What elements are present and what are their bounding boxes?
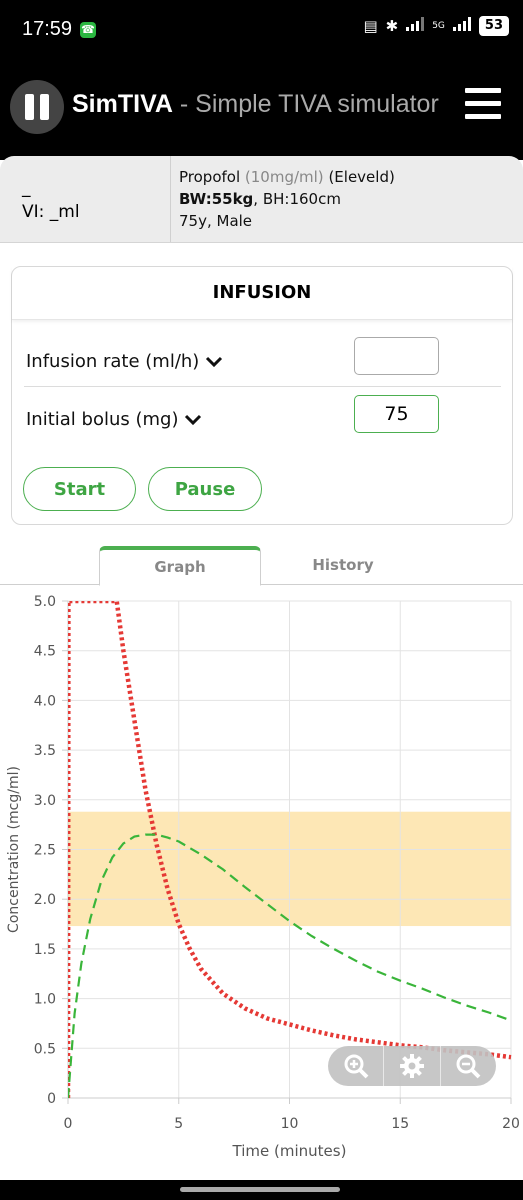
tab-graph[interactable]: Graph	[99, 546, 261, 586]
view-tabs: Graph History	[0, 546, 523, 586]
x-tick-label: 20	[502, 1116, 520, 1132]
x-tick-label: 10	[281, 1116, 299, 1132]
infusion-rate-dropdown[interactable]: Infusion rate (ml/h)	[26, 351, 223, 372]
app-title: SimTIVA - Simple TIVA simulator	[72, 90, 439, 119]
drug-name: Propofol	[179, 168, 241, 186]
body-height: , BH:160cm	[253, 190, 341, 208]
y-tick-label: 4.0	[34, 693, 56, 709]
battery-icon: 53	[478, 16, 509, 36]
y-tick-label: 0	[47, 1091, 56, 1107]
initial-bolus-input[interactable]	[354, 395, 439, 433]
y-axis-label: Concentration (mcg/ml)	[6, 766, 22, 933]
start-button[interactable]: Start	[23, 467, 136, 511]
divider	[24, 386, 501, 387]
bluetooth-icon: ✱	[385, 17, 399, 35]
whatsapp-notification-icon: ☎	[80, 22, 96, 38]
y-tick-label: 3.0	[34, 793, 56, 809]
pause-simulation-button[interactable]	[10, 80, 64, 134]
y-tick-label: 2.0	[34, 892, 56, 908]
y-tick-label: 2.5	[34, 843, 56, 859]
volume-infused: VI: _ml	[22, 202, 80, 222]
hamburger-menu-icon[interactable]	[465, 88, 501, 120]
patient-info-bar: _ VI: _ml Propofol (10mg/ml) (Eleveld) B…	[0, 156, 523, 243]
demographics: 75y, Male	[179, 212, 253, 230]
pause-icon	[25, 94, 34, 120]
y-tick-label: 4.5	[34, 644, 56, 660]
signal-icon-2	[452, 17, 471, 35]
status-bar: 17:59 ☎ ▤ ✱ 5G 53	[0, 0, 523, 60]
infusion-rate-row: Infusion rate (ml/h)	[24, 337, 500, 393]
chart-controls	[328, 1046, 496, 1086]
y-tick-label: 1.0	[34, 992, 56, 1008]
effect-site-concentration-line	[68, 833, 512, 1099]
x-tick-label: 15	[391, 1116, 409, 1132]
volume-panel: _ VI: _ml	[0, 156, 171, 242]
infusion-card: INFUSION Infusion rate (ml/h) Initial bo…	[11, 266, 513, 525]
chevron-down-icon	[185, 414, 202, 426]
zoom-out-icon	[456, 1054, 481, 1079]
home-gesture-handle[interactable]	[180, 1187, 340, 1192]
tab-history[interactable]: History	[312, 556, 374, 574]
y-tick-label: 0.5	[34, 1041, 56, 1057]
system-navigation-bar	[0, 1180, 523, 1200]
drug-patient-info: Propofol (10mg/ml) (Eleveld) BW:55kg, BH…	[179, 166, 395, 232]
initial-bolus-row: Initial bolus (mg)	[24, 395, 500, 451]
x-tick-label: 5	[174, 1116, 183, 1132]
zoom-in-icon	[344, 1054, 369, 1079]
app-title-subtitle: - Simple TIVA simulator	[172, 90, 439, 118]
y-tick-label: 3.5	[34, 743, 56, 759]
chart-settings-button[interactable]	[384, 1046, 441, 1086]
pause-button[interactable]: Pause	[148, 467, 262, 511]
infusion-title: INFUSION	[12, 267, 512, 320]
infusion-rate-label: Infusion rate (ml/h)	[26, 351, 200, 372]
vibrate-icon: ▤	[363, 17, 378, 35]
y-tick-label: 5.0	[34, 594, 56, 610]
pk-model: (Eleveld)	[328, 168, 395, 186]
body-weight: BW:55kg	[179, 190, 254, 208]
status-time: 17:59	[22, 18, 73, 40]
drug-concentration: (10mg/ml)	[244, 168, 324, 186]
infusion-rate-input[interactable]	[354, 337, 439, 375]
signal-icon	[406, 17, 425, 35]
concentration-chart[interactable]: 0 0.5 1.0 1.5 2.0 2.5 3.0 3.5 4.0 4.5 5.0 0 5 10 15 20 T…	[0, 585, 523, 1180]
y-tick-label: 1.5	[34, 942, 56, 958]
initial-bolus-label: Initial bolus (mg)	[26, 409, 179, 430]
volume-line-1: _	[22, 178, 31, 198]
gear-icon	[399, 1054, 424, 1078]
zoom-out-button[interactable]	[441, 1046, 496, 1086]
zoom-in-button[interactable]	[328, 1046, 385, 1086]
app-title-name: SimTIVA	[72, 90, 173, 118]
app-header: SimTIVA - Simple TIVA simulator	[0, 60, 523, 160]
x-tick-label: 0	[64, 1116, 73, 1132]
network-type-label: 5G	[432, 21, 445, 31]
initial-bolus-dropdown[interactable]: Initial bolus (mg)	[26, 409, 202, 430]
chevron-down-icon	[206, 356, 223, 368]
pause-icon-bar	[40, 94, 49, 120]
x-axis-label: Time (minutes)	[232, 1142, 347, 1160]
status-icons: ▤ ✱ 5G 53	[363, 16, 509, 36]
